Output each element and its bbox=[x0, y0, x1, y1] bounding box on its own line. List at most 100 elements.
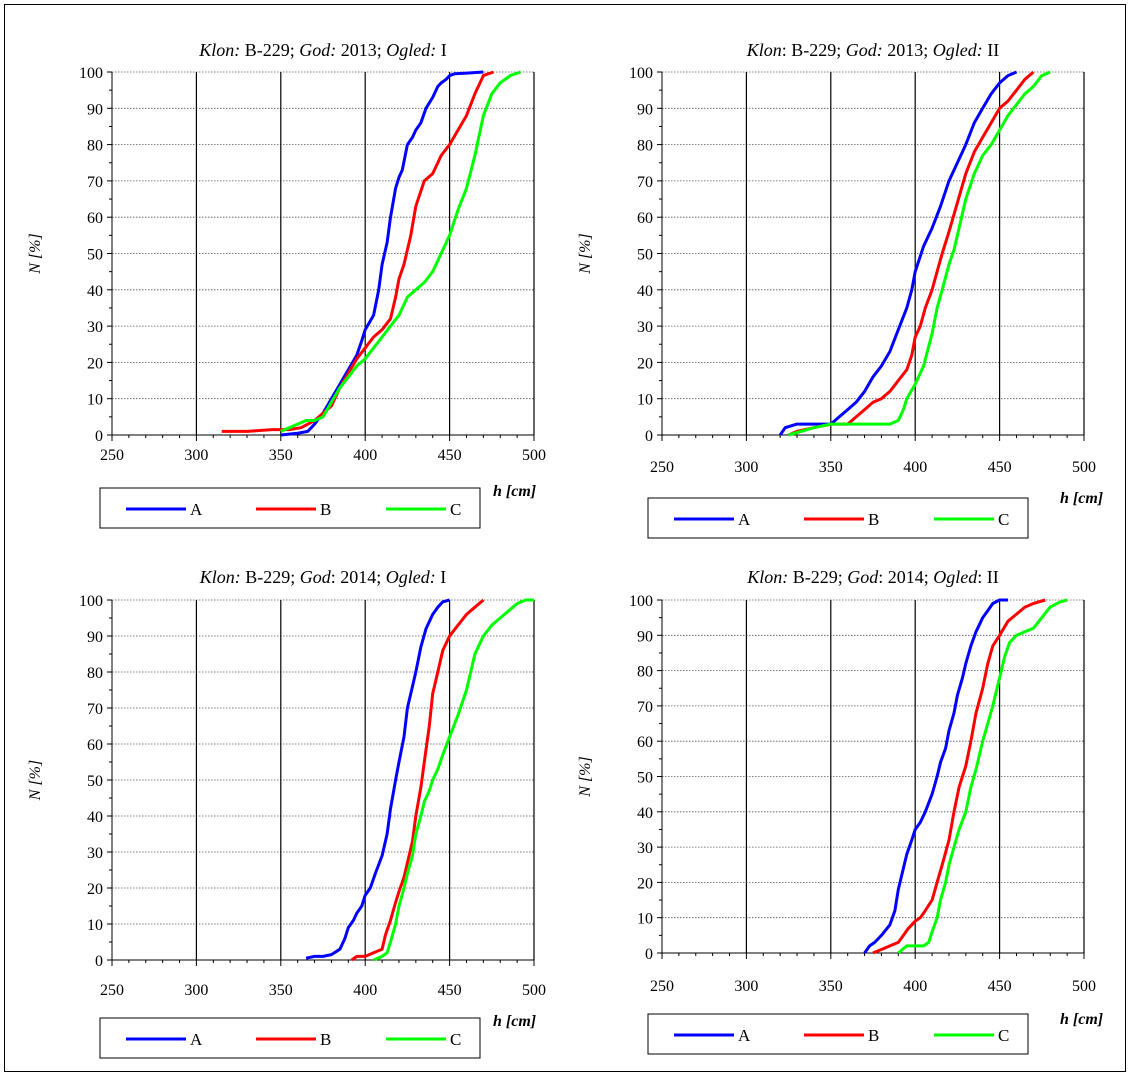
y-tick-label: 60 bbox=[87, 210, 103, 227]
title-key: God: bbox=[299, 40, 336, 60]
x-tick-label: 400 bbox=[353, 447, 377, 464]
series-line-C bbox=[373, 598, 534, 962]
y-tick-label: 70 bbox=[87, 174, 103, 191]
chart-panel-1: 0 10 20 30 40 50 60 70 80 90 100 250 300 350 400 450 500… bbox=[27, 40, 546, 529]
y-tick-label: 50 bbox=[87, 773, 103, 790]
x-tick-label: 500 bbox=[522, 447, 546, 464]
y-tick-label: 80 bbox=[87, 138, 103, 155]
title-value: 2013; bbox=[336, 40, 386, 60]
y-tick-label: 50 bbox=[637, 770, 653, 787]
x-tick-label: 450 bbox=[988, 978, 1012, 995]
title-key: Klon bbox=[746, 40, 782, 60]
series-line-A bbox=[778, 70, 1018, 436]
series-line-B bbox=[872, 598, 1046, 955]
legend-label-C: C bbox=[998, 510, 1009, 529]
series-line-A bbox=[280, 70, 484, 437]
legend-label-C: C bbox=[450, 1030, 461, 1049]
y-tick-label: 40 bbox=[87, 809, 103, 826]
title-value: 2013; bbox=[883, 40, 933, 60]
x-tick-label: 250 bbox=[100, 982, 124, 999]
x-tick-label: 450 bbox=[988, 459, 1012, 476]
title-value: : 2014; bbox=[878, 567, 933, 587]
series-line-A bbox=[863, 598, 1008, 954]
y-tick-label: 80 bbox=[87, 665, 103, 682]
x-tick-label: 450 bbox=[438, 447, 462, 464]
x-tick-label: 350 bbox=[819, 459, 843, 476]
y-tick-label: 20 bbox=[87, 355, 103, 372]
y-tick-label: 10 bbox=[87, 392, 103, 409]
title-key: Klon: bbox=[199, 567, 241, 587]
y-tick-label: 40 bbox=[637, 283, 653, 300]
legend-label-A: A bbox=[190, 500, 203, 519]
y-tick-label: 100 bbox=[629, 65, 653, 82]
y-tick-label: 40 bbox=[637, 805, 653, 822]
title-value: II bbox=[983, 40, 1000, 60]
x-tick-label: 450 bbox=[438, 982, 462, 999]
title-value: I bbox=[436, 40, 447, 60]
title-key: Ogled: bbox=[386, 567, 436, 587]
y-tick-label: 80 bbox=[637, 664, 653, 681]
x-tick-label: 300 bbox=[734, 978, 758, 995]
title-key: Klon: bbox=[746, 567, 788, 587]
x-tick-label: 350 bbox=[269, 982, 293, 999]
chart-title: Klon: B-229; God: 2013; Ogled: I bbox=[198, 40, 447, 60]
y-tick-label: 60 bbox=[87, 737, 103, 754]
y-tick-label: 100 bbox=[79, 65, 103, 82]
y-tick-label: 60 bbox=[637, 734, 653, 751]
y-tick-label: 70 bbox=[637, 699, 653, 716]
y-tick-label: 50 bbox=[637, 247, 653, 264]
y-tick-label: 20 bbox=[637, 355, 653, 372]
y-tick-label: 20 bbox=[87, 881, 103, 898]
y-tick-label: 50 bbox=[87, 247, 103, 264]
y-tick-label: 10 bbox=[637, 911, 653, 928]
y-axis-label: N [%] bbox=[27, 760, 44, 801]
title-value: B-229; bbox=[241, 567, 300, 587]
x-tick-label: 400 bbox=[903, 459, 927, 476]
x-tick-label: 400 bbox=[903, 978, 927, 995]
series-line-B bbox=[788, 70, 1035, 437]
y-tick-label: 90 bbox=[637, 628, 653, 645]
legend: A B C bbox=[647, 1013, 1029, 1055]
title-key: God bbox=[300, 567, 332, 587]
x-axis-label: h [cm] bbox=[493, 483, 536, 500]
x-tick-label: 500 bbox=[522, 982, 546, 999]
title-value: B-229; bbox=[240, 40, 299, 60]
x-tick-label: 300 bbox=[734, 459, 758, 476]
y-axis-label: N [%] bbox=[577, 233, 594, 274]
series-line-C bbox=[788, 70, 1051, 437]
y-tick-label: 0 bbox=[645, 428, 653, 445]
y-tick-label: 10 bbox=[637, 392, 653, 409]
title-value: B-229; bbox=[788, 567, 847, 587]
y-tick-label: 20 bbox=[637, 875, 653, 892]
legend: A B C bbox=[99, 487, 481, 529]
x-axis-label: h [cm] bbox=[493, 1013, 536, 1030]
x-tick-label: 250 bbox=[100, 447, 124, 464]
x-tick-label: 300 bbox=[184, 982, 208, 999]
y-tick-label: 30 bbox=[637, 840, 653, 857]
legend-label-B: B bbox=[320, 1030, 331, 1049]
y-tick-label: 60 bbox=[637, 210, 653, 227]
chart-panel-4: 0 10 20 30 40 50 60 70 80 90 100 250 300 350 400 450 500… bbox=[577, 567, 1103, 1055]
title-key: God bbox=[847, 567, 879, 587]
legend-label-A: A bbox=[738, 1026, 751, 1045]
y-tick-label: 30 bbox=[637, 319, 653, 336]
legend-label-B: B bbox=[868, 510, 879, 529]
chart-title: Klon: B-229; God: 2013; Ogled: II bbox=[746, 40, 1000, 60]
y-tick-label: 0 bbox=[95, 953, 103, 970]
chart-panel-2: 0 10 20 30 40 50 60 70 80 90 100 250 300 350 400 450 500… bbox=[577, 40, 1103, 539]
y-tick-label: 0 bbox=[95, 428, 103, 445]
y-tick-label: 70 bbox=[87, 701, 103, 718]
y-tick-label: 90 bbox=[87, 629, 103, 646]
title-key: Ogled: bbox=[933, 40, 983, 60]
y-tick-label: 90 bbox=[87, 101, 103, 118]
title-key: Klon: bbox=[198, 40, 240, 60]
legend-label-C: C bbox=[450, 500, 461, 519]
title-value: : B-229; bbox=[782, 40, 846, 60]
legend: A B C bbox=[99, 1017, 481, 1059]
x-tick-label: 350 bbox=[269, 447, 293, 464]
title-key: God: bbox=[846, 40, 883, 60]
series-line-B bbox=[350, 598, 485, 962]
y-tick-label: 80 bbox=[637, 138, 653, 155]
y-axis-label: N [%] bbox=[577, 756, 594, 797]
